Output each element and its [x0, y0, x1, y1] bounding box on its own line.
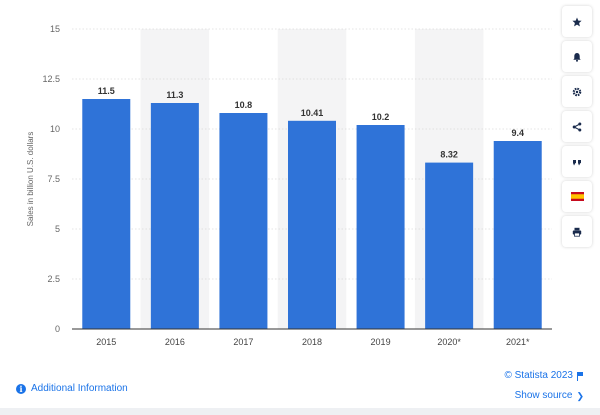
y-tick-label: 2.5 — [47, 274, 60, 284]
y-tick-label: 0 — [55, 324, 60, 334]
x-axis-ticks: 2015 2016 2017 2018 2019 2020* 2021* — [96, 337, 530, 347]
y-tick-label: 15 — [50, 24, 60, 34]
value-label: 8.32 — [440, 150, 458, 160]
bar-chart: 0 2.5 5 7.5 10 12.5 15 11.5 11.3 10.8 10.41 10.2 8.… — [26, 24, 552, 347]
chevron-right-icon: ❯ — [576, 391, 584, 401]
sidebar-toolbar — [562, 6, 592, 247]
gear-icon — [572, 87, 582, 96]
value-label: 11.5 — [98, 86, 115, 96]
bars — [82, 99, 542, 329]
y-axis-ticks: 0 2.5 5 7.5 10 12.5 15 — [42, 24, 60, 334]
x-tick-label: 2019 — [371, 337, 391, 347]
share-button[interactable] — [562, 111, 592, 142]
y-axis-label: Sales in billion U.S. dollars — [26, 132, 35, 227]
bar[interactable] — [425, 162, 474, 329]
star-icon — [572, 17, 582, 26]
print-button[interactable] — [562, 216, 592, 247]
y-tick-label: 10 — [50, 124, 60, 134]
x-tick-label: 2016 — [165, 337, 185, 347]
bar[interactable] — [150, 103, 199, 329]
share-icon — [572, 122, 582, 131]
copyright-row[interactable]: © Statista 2023 — [504, 366, 584, 386]
show-source-link[interactable]: Show source ❯ — [504, 386, 584, 406]
bar[interactable] — [288, 120, 336, 329]
x-tick-label: 2017 — [233, 337, 253, 347]
y-tick-label: 12.5 — [42, 74, 60, 84]
y-tick-label: 5 — [55, 224, 60, 234]
language-button[interactable] — [562, 181, 592, 212]
x-tick-label: 2021* — [506, 337, 530, 347]
bar[interactable] — [219, 113, 268, 329]
bell-button[interactable] — [562, 41, 592, 72]
x-tick-label: 2015 — [96, 337, 116, 347]
footer-right: © Statista 2023 Show source ❯ — [504, 366, 584, 406]
print-icon — [572, 227, 582, 237]
quote-icon — [573, 159, 581, 165]
value-label: 11.3 — [166, 90, 183, 100]
settings-button[interactable] — [562, 76, 592, 107]
copyright-text: © Statista 2023 — [504, 370, 573, 381]
y-tick-label: 7.5 — [47, 174, 60, 184]
additional-information-label: Additional Information — [31, 383, 128, 394]
spain-flag-icon — [570, 192, 584, 201]
value-label: 10.41 — [301, 108, 324, 118]
bell-icon — [573, 52, 581, 62]
info-icon: i — [16, 383, 26, 394]
value-label: 10.2 — [372, 112, 390, 122]
bar[interactable] — [82, 99, 131, 329]
value-label: 10.8 — [235, 100, 253, 110]
x-tick-label: 2020* — [437, 337, 461, 347]
bottom-strip — [0, 408, 600, 415]
show-source-label: Show source — [514, 390, 573, 401]
value-labels: 11.5 11.3 10.8 10.41 10.2 8.32 9.4 — [98, 86, 524, 160]
star-button[interactable] — [562, 6, 592, 37]
flag-icon — [577, 371, 584, 381]
additional-information-link[interactable]: i Additional Information — [16, 383, 128, 394]
value-label: 9.4 — [511, 128, 524, 138]
x-tick-label: 2018 — [302, 337, 322, 347]
bar[interactable] — [493, 141, 542, 329]
quote-button[interactable] — [562, 146, 592, 177]
bar[interactable] — [356, 125, 405, 329]
